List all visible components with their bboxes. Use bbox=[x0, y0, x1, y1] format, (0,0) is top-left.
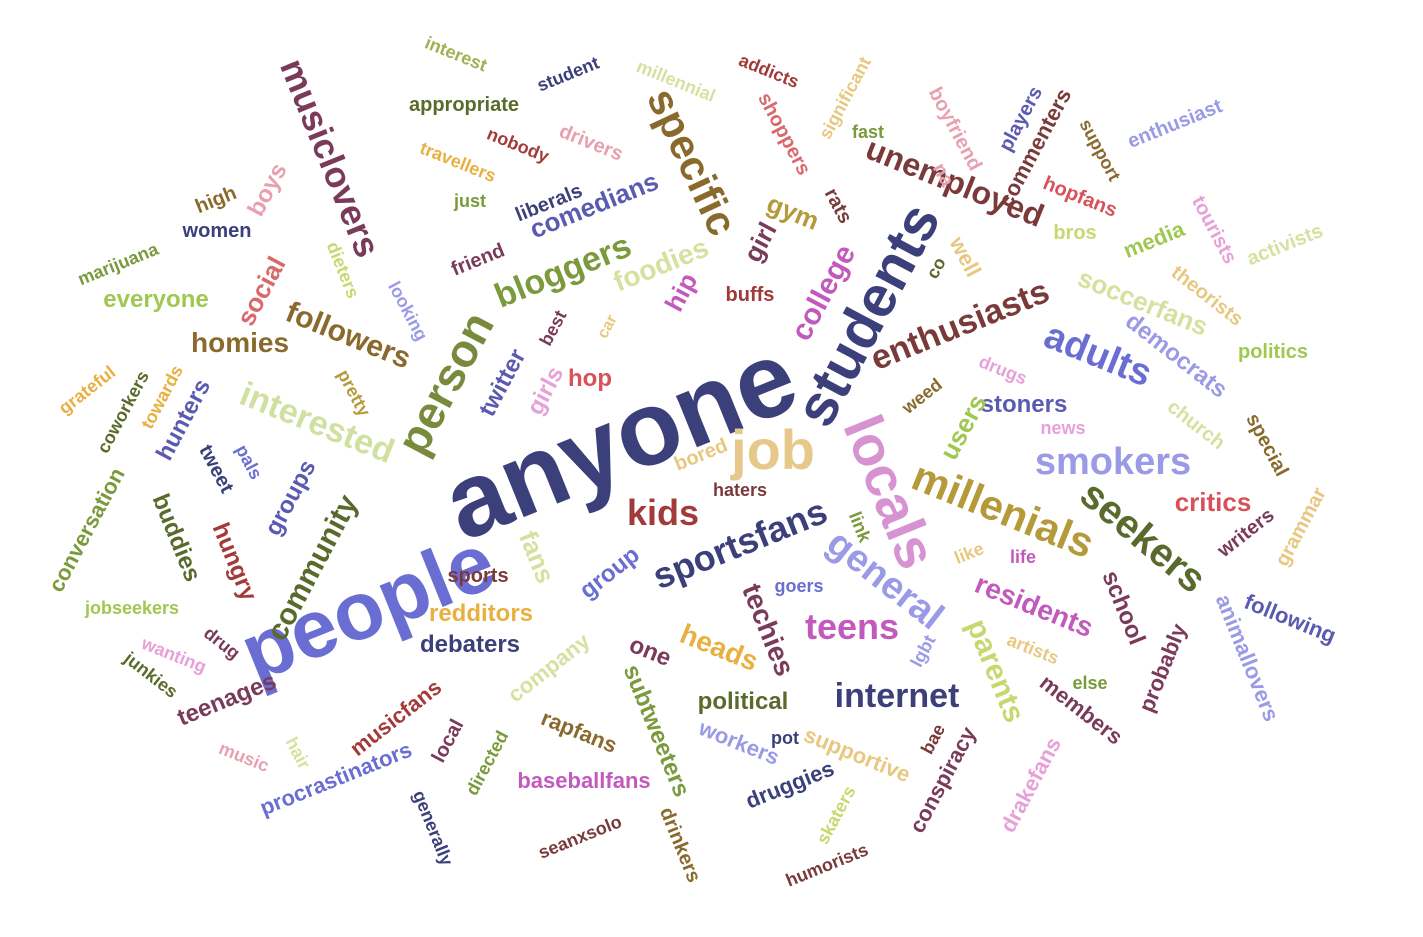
word: addicts bbox=[736, 49, 802, 93]
word: haters bbox=[712, 480, 768, 500]
word: school bbox=[1096, 566, 1151, 649]
word: enthusiast bbox=[1124, 95, 1226, 153]
word: drinkers bbox=[655, 804, 705, 886]
word: activists bbox=[1243, 219, 1327, 271]
word: drakefans bbox=[995, 733, 1066, 837]
word: best bbox=[535, 306, 571, 350]
word: homies bbox=[190, 327, 290, 358]
word: redditors bbox=[428, 600, 534, 627]
word: following bbox=[1240, 588, 1340, 649]
word: special bbox=[1241, 409, 1293, 481]
word: specific bbox=[638, 80, 747, 243]
word: fast bbox=[851, 122, 885, 142]
word: directed bbox=[461, 727, 513, 799]
word: critics bbox=[1174, 487, 1252, 517]
word: appropriate bbox=[408, 94, 520, 116]
word: political bbox=[697, 688, 789, 715]
word: hungry bbox=[206, 519, 263, 605]
word: looking bbox=[384, 278, 432, 344]
word: else bbox=[1072, 673, 1108, 693]
word: smokers bbox=[1034, 441, 1192, 483]
word: debaters bbox=[419, 631, 521, 658]
word: teenages bbox=[173, 667, 281, 732]
word: drivers bbox=[555, 120, 627, 166]
word: workers bbox=[695, 715, 783, 770]
word: music bbox=[216, 737, 272, 777]
word: tourists bbox=[1187, 192, 1241, 268]
word: pot bbox=[771, 728, 799, 748]
word: local bbox=[427, 715, 469, 767]
word: skaters bbox=[812, 782, 860, 848]
word: job bbox=[731, 418, 815, 481]
word: shoppers bbox=[753, 89, 815, 179]
word: weed bbox=[898, 374, 946, 418]
word: like bbox=[951, 538, 987, 568]
word: well bbox=[944, 232, 987, 281]
word: internet bbox=[834, 677, 960, 715]
word: seanxsolo bbox=[535, 811, 625, 863]
word: group bbox=[574, 541, 645, 605]
word: girl bbox=[737, 217, 783, 267]
word: users bbox=[933, 389, 993, 465]
word: women bbox=[182, 220, 252, 242]
word: teens bbox=[804, 606, 900, 647]
word: grammar bbox=[1271, 484, 1331, 570]
word: conversation bbox=[43, 463, 130, 597]
word: rapfans bbox=[537, 705, 621, 759]
word: support bbox=[1075, 115, 1125, 185]
word: fans bbox=[513, 526, 561, 588]
word: goers bbox=[774, 576, 824, 596]
word: baseballfans bbox=[517, 768, 651, 793]
word: groups bbox=[259, 455, 322, 541]
word: artists bbox=[1004, 629, 1062, 669]
word: stoners bbox=[980, 391, 1068, 418]
word: sports bbox=[447, 565, 509, 587]
word: pals bbox=[231, 441, 267, 483]
word: politics bbox=[1237, 341, 1309, 363]
word: travellers bbox=[417, 137, 499, 187]
word: interest bbox=[422, 32, 490, 76]
word: friend bbox=[448, 239, 508, 281]
word: grateful bbox=[54, 361, 120, 419]
word: life bbox=[1009, 547, 1037, 567]
word: generally bbox=[408, 787, 458, 869]
word: bros bbox=[1053, 222, 1097, 244]
word: news bbox=[1040, 418, 1086, 438]
word: rats bbox=[819, 184, 857, 228]
word: interested bbox=[234, 374, 400, 472]
word: musiclovers bbox=[272, 52, 389, 263]
word: just bbox=[453, 191, 487, 211]
word: student bbox=[534, 52, 602, 96]
word: buffs bbox=[725, 284, 775, 306]
word: drugs bbox=[976, 351, 1030, 389]
word: boys bbox=[242, 158, 293, 221]
word: lgbt bbox=[906, 631, 940, 671]
word: jobseekers bbox=[84, 598, 180, 618]
word: marijuana bbox=[74, 238, 162, 290]
word: buddies bbox=[146, 490, 207, 586]
word: heads bbox=[675, 618, 763, 678]
word: high bbox=[192, 181, 240, 219]
word: hair bbox=[281, 733, 315, 773]
word: druggies bbox=[742, 755, 838, 814]
word: car bbox=[594, 312, 621, 342]
word: hop bbox=[568, 365, 612, 392]
word: kids bbox=[626, 492, 700, 533]
word: nobody bbox=[484, 123, 552, 167]
word: procrastinators bbox=[256, 736, 416, 821]
word: everyone bbox=[103, 286, 209, 313]
word: media bbox=[1119, 216, 1188, 264]
word: humorists bbox=[782, 839, 872, 891]
word: social bbox=[230, 251, 292, 331]
